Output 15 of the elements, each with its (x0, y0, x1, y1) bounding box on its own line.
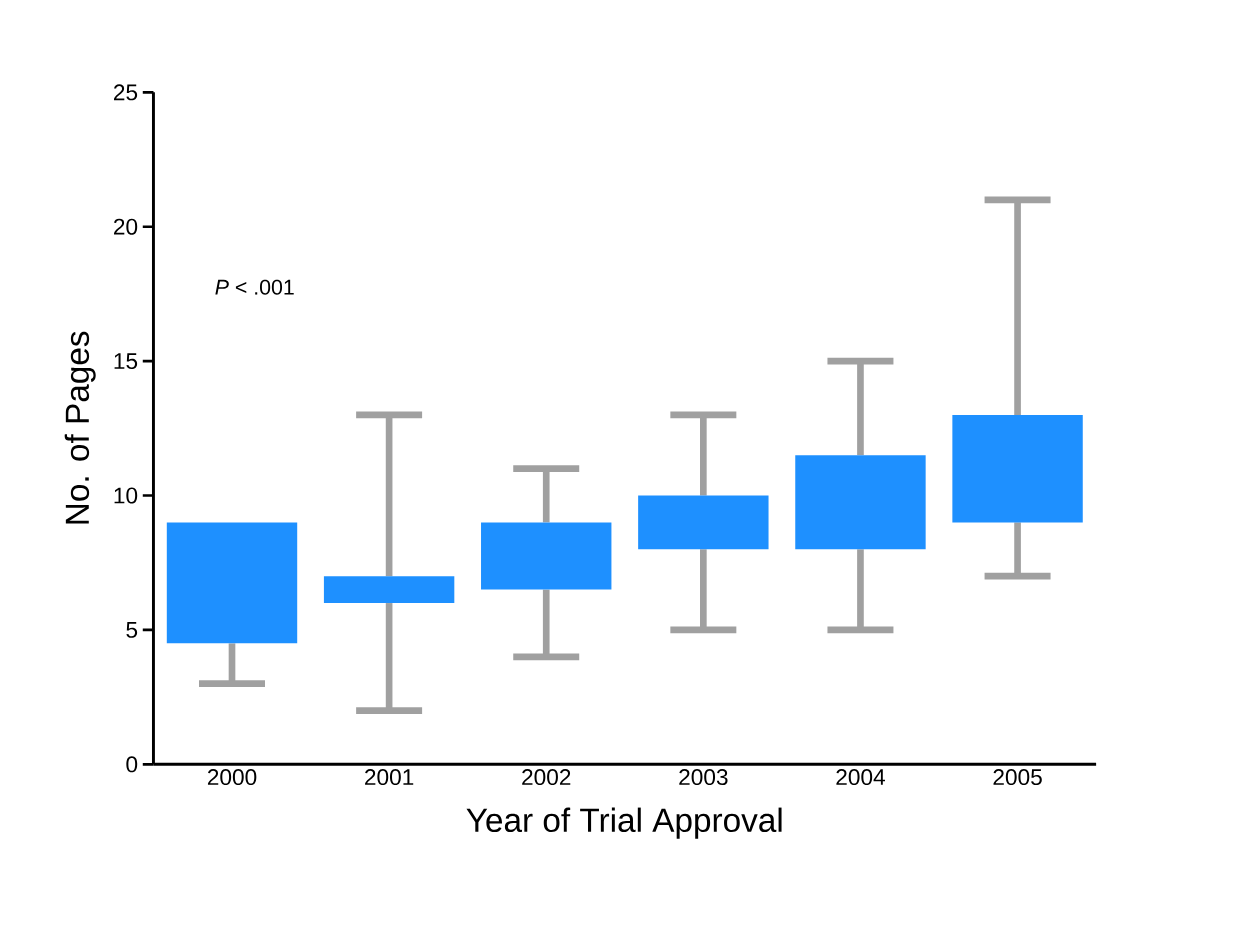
y-tick-label: 25 (114, 84, 138, 101)
x-tick-label: 2001 (365, 769, 414, 786)
x-tick-label: 2002 (522, 769, 571, 786)
x-axis-title: Year of Trial Approval (466, 807, 782, 839)
annotation: P < .001 (215, 279, 294, 295)
y-tick-label: 10 (114, 487, 138, 504)
y-axis-title: No. of Pages (64, 331, 96, 524)
y-tick-label: 0 (126, 756, 138, 773)
x-tick-label: 2005 (993, 769, 1042, 786)
x-tick-label: 2003 (679, 769, 728, 786)
x-tick-label: 2000 (207, 769, 257, 786)
y-tick-label: 20 (114, 218, 138, 235)
x-tick-label: 2004 (836, 769, 885, 786)
y-tick-label: 5 (126, 622, 138, 638)
y-tick-label: 15 (114, 353, 138, 370)
